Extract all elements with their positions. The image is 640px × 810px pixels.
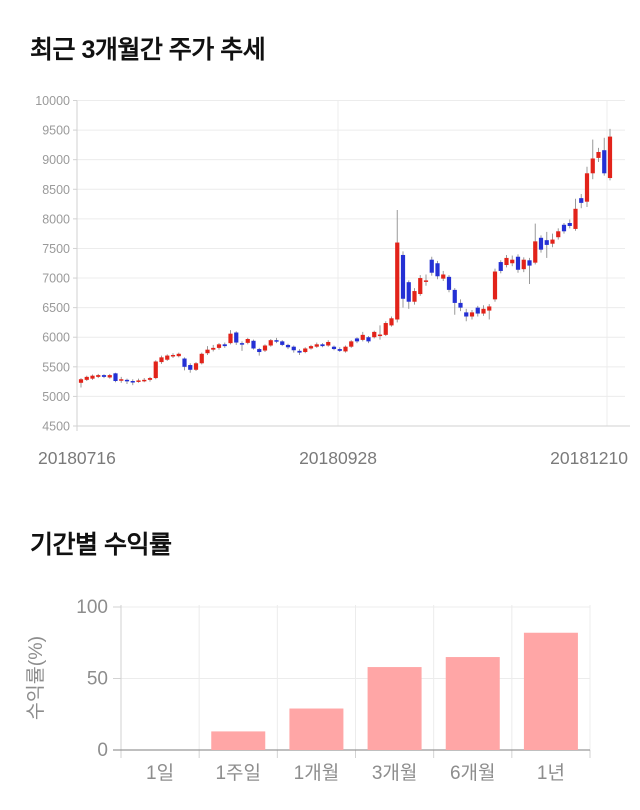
svg-text:50: 50 (87, 669, 108, 690)
svg-text:8000: 8000 (42, 212, 70, 226)
svg-text:6500: 6500 (42, 301, 70, 315)
svg-text:7500: 7500 (42, 242, 70, 256)
price-candlestick-chart: 4500 5000 5500 6000 6500 7000 7500 8000 8500 9000… (35, 94, 630, 468)
svg-text:20180716: 20180716 (38, 448, 116, 468)
svg-text:20180928: 20180928 (299, 448, 377, 468)
svg-text:5500: 5500 (42, 360, 70, 374)
svg-text:5000: 5000 (42, 390, 70, 404)
svg-text:3개월: 3개월 (372, 762, 418, 784)
svg-text:1일: 1일 (146, 762, 174, 784)
svg-text:6개월: 6개월 (450, 762, 496, 784)
returns-chart-title: 기간별 수익률 (30, 531, 172, 559)
svg-text:1주일: 1주일 (215, 762, 261, 784)
svg-text:8500: 8500 (42, 183, 70, 197)
svg-text:100: 100 (76, 597, 108, 618)
svg-text:9500: 9500 (42, 124, 70, 138)
svg-text:수익률(%): 수익률(%) (25, 636, 47, 720)
svg-text:1년: 1년 (537, 762, 565, 784)
svg-text:1개월: 1개월 (294, 762, 340, 784)
svg-text:4500: 4500 (42, 420, 70, 434)
svg-text:10000: 10000 (35, 94, 70, 108)
svg-text:6000: 6000 (42, 331, 70, 345)
svg-text:7000: 7000 (42, 272, 70, 286)
returns-bar-chart: 0 50 100 1일 1주일 1개월 3개월 6개월 1년 수익률(%) (25, 597, 591, 784)
svg-text:20181210: 20181210 (550, 448, 628, 468)
svg-text:9000: 9000 (42, 153, 70, 167)
price-chart-title: 최근 3개월간 주가 추세 (30, 36, 266, 64)
svg-text:0: 0 (97, 740, 108, 761)
